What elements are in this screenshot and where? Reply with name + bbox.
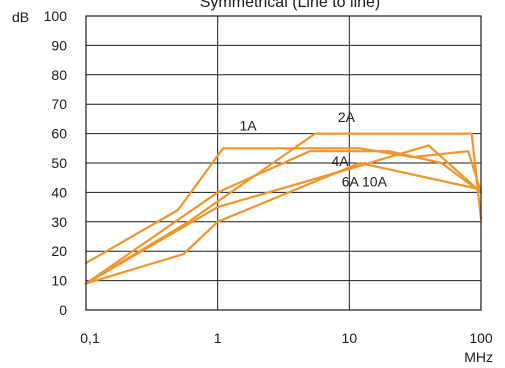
x-tick-labels: 0,1 1 10 100 xyxy=(80,330,493,346)
series-line-4 xyxy=(84,161,483,285)
y-tick-label: 40 xyxy=(51,184,67,200)
y-axis-label: dB xyxy=(12,9,29,25)
y-tick-label: 60 xyxy=(51,126,67,142)
x-tick-label: 0,1 xyxy=(80,330,100,346)
y-tick-label: 80 xyxy=(51,67,67,83)
x-axis-label: MHz xyxy=(464,349,493,365)
series-label: 6A 10A xyxy=(342,174,388,190)
y-tick-label: 50 xyxy=(51,155,67,171)
y-tick-labels: 0 10 20 30 40 50 60 70 80 90 100 xyxy=(44,8,68,318)
series-line-0 xyxy=(84,147,483,265)
series-line-3 xyxy=(84,144,483,285)
series-labels: 1A 2A 4A 6A 10A xyxy=(239,109,387,190)
y-tick-label: 100 xyxy=(44,8,68,24)
y-tick-label: 0 xyxy=(59,302,67,318)
x-tick-label: 10 xyxy=(342,330,358,346)
y-tick-label: 20 xyxy=(51,243,67,259)
plot-frame xyxy=(85,15,482,311)
series-line-1 xyxy=(84,132,483,285)
series-label: 1A xyxy=(239,118,257,134)
chart-title: Symmetrical (Line to line) xyxy=(200,0,381,11)
y-tick-label: 70 xyxy=(51,96,67,112)
x-tick-label: 100 xyxy=(469,330,493,346)
y-tick-label: 30 xyxy=(51,214,67,230)
series-line-2 xyxy=(84,150,483,285)
series-label: 4A xyxy=(331,153,349,169)
y-tick-label: 10 xyxy=(51,273,67,289)
series-lines xyxy=(84,132,483,285)
x-tick-label: 1 xyxy=(214,330,222,346)
series-label: 2A xyxy=(338,109,356,125)
y-tick-label: 90 xyxy=(51,37,67,53)
